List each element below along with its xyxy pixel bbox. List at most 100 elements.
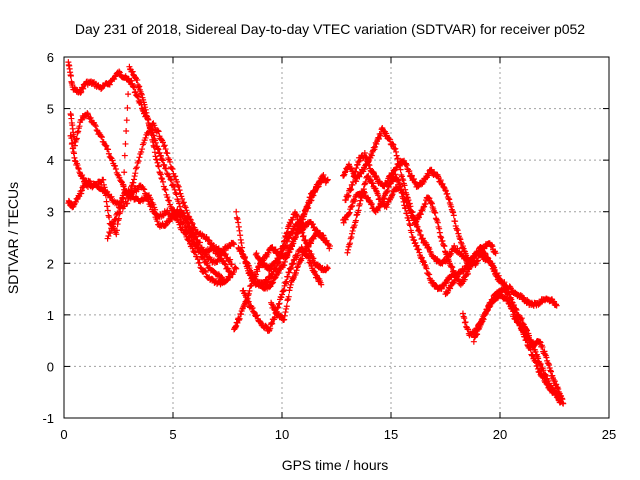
data-point	[252, 276, 259, 283]
data-point	[403, 210, 410, 217]
data-point	[239, 250, 246, 257]
data-point	[105, 146, 112, 153]
data-point	[140, 185, 147, 192]
data-point	[268, 319, 275, 326]
data-point	[166, 197, 173, 204]
data-point	[345, 210, 352, 217]
data-point	[207, 256, 214, 263]
data-point	[198, 265, 205, 272]
x-tick-label: 5	[169, 427, 176, 442]
data-point	[511, 308, 518, 315]
data-point	[399, 175, 406, 182]
data-point	[546, 361, 553, 368]
plot-frame	[63, 56, 610, 419]
data-points	[65, 59, 567, 407]
data-point	[74, 162, 81, 169]
series-track-5	[104, 182, 233, 276]
y-tick-label: 0	[47, 359, 54, 374]
series-track-8	[235, 219, 327, 292]
data-point	[132, 88, 139, 95]
data-point	[553, 384, 560, 391]
data-point	[100, 176, 107, 183]
data-point	[368, 200, 375, 207]
data-point	[492, 250, 499, 257]
data-point	[362, 178, 369, 185]
series-track-11	[268, 227, 333, 323]
data-point	[159, 176, 166, 183]
data-point	[420, 178, 427, 185]
data-point	[417, 232, 424, 239]
data-point	[317, 178, 324, 185]
data-point	[551, 378, 558, 385]
data-point	[80, 85, 87, 92]
data-point	[299, 233, 306, 240]
data-point	[98, 85, 105, 92]
data-point	[396, 162, 403, 169]
data-point	[290, 226, 297, 233]
data-point	[300, 213, 307, 220]
data-point	[227, 256, 234, 263]
data-point	[547, 367, 554, 374]
data-point	[148, 131, 155, 138]
data-point	[86, 115, 93, 122]
data-point	[129, 68, 136, 75]
data-point	[118, 178, 125, 185]
data-point	[550, 376, 557, 383]
data-point	[74, 129, 81, 136]
data-point	[67, 72, 74, 79]
data-point	[216, 251, 223, 258]
data-point	[294, 252, 301, 259]
data-point	[194, 241, 201, 248]
data-point	[507, 284, 514, 291]
data-point	[462, 319, 469, 326]
data-point	[157, 171, 164, 178]
data-point	[406, 220, 413, 227]
data-point	[384, 201, 391, 208]
data-point	[221, 260, 228, 267]
data-point	[401, 182, 408, 189]
x-tick-label: 10	[275, 427, 289, 442]
data-point	[553, 302, 560, 309]
data-point	[268, 280, 275, 287]
data-point	[293, 267, 300, 274]
data-point	[285, 293, 292, 300]
data-point	[340, 172, 347, 179]
x-tick-label: 0	[60, 427, 67, 442]
data-point	[209, 276, 216, 283]
data-point	[284, 229, 291, 236]
data-point	[280, 288, 287, 295]
data-point	[197, 264, 204, 271]
data-point	[155, 163, 162, 170]
data-point	[233, 214, 240, 221]
data-point	[416, 249, 423, 256]
y-tick-label: 5	[47, 102, 54, 117]
data-point	[292, 234, 299, 241]
data-point	[170, 214, 177, 221]
data-point	[348, 186, 355, 193]
data-point	[130, 189, 137, 196]
data-point	[269, 320, 276, 327]
data-point	[449, 264, 456, 271]
data-point	[172, 189, 179, 196]
data-point	[230, 239, 237, 246]
data-point	[324, 264, 331, 271]
data-point	[163, 165, 170, 172]
data-point	[112, 162, 119, 169]
data-point	[388, 192, 395, 199]
data-point	[287, 220, 294, 227]
data-point	[345, 246, 352, 253]
data-point	[544, 381, 551, 388]
data-point	[153, 156, 160, 163]
data-point	[276, 300, 283, 307]
data-point	[480, 316, 487, 323]
data-point	[155, 162, 162, 169]
data-point	[409, 234, 416, 241]
data-point	[477, 321, 484, 328]
data-point	[351, 222, 358, 229]
data-point	[344, 249, 351, 256]
data-point	[145, 116, 152, 123]
data-point	[349, 227, 356, 234]
data-point	[142, 134, 149, 141]
data-point	[510, 311, 517, 318]
data-point	[147, 128, 154, 135]
